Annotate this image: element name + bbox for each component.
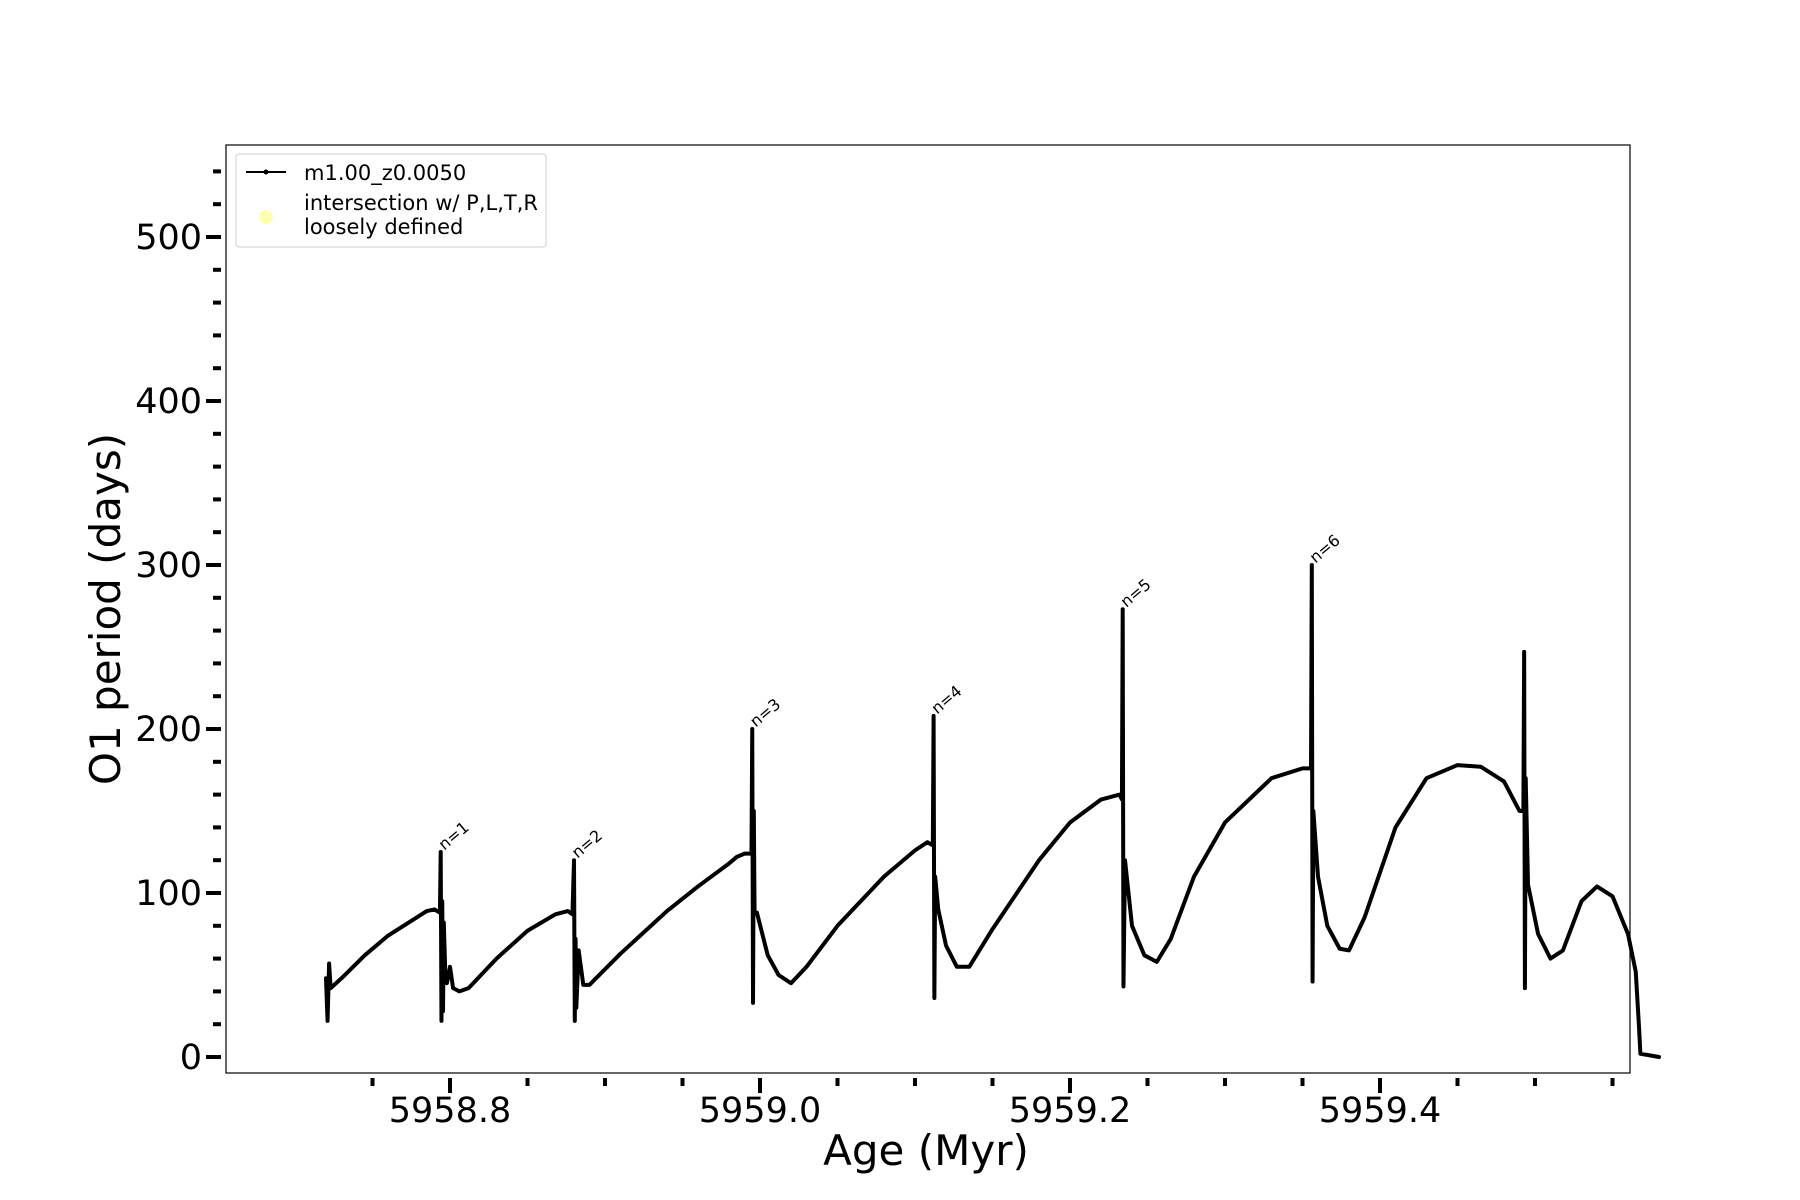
x-major-ticks: 5958.8 5959.0 5959.2 5959.4 xyxy=(389,1078,1441,1131)
y-tick-label: 400 xyxy=(135,382,202,422)
y-tick-label: 500 xyxy=(135,218,202,258)
legend-entry-intersection-line1: intersection w/ P,L,T,R xyxy=(304,191,538,215)
x-tick-label: 5958.8 xyxy=(389,1091,511,1131)
series-layer xyxy=(324,563,1661,1059)
x-minor-ticks xyxy=(370,1078,1615,1086)
y-ticks: 0 100 200 300 400 500 xyxy=(135,169,221,1078)
x-tick-label: 5959.4 xyxy=(1319,1091,1441,1131)
legend-circle-marker xyxy=(259,210,273,224)
y-tick-label: 100 xyxy=(135,874,202,914)
legend-line-dot xyxy=(263,169,269,175)
x-axis-label: Age (Myr) xyxy=(823,1126,1029,1175)
x-tick-label: 5959.2 xyxy=(1009,1091,1131,1131)
y-axis-label: O1 period (days) xyxy=(81,433,130,785)
plot-area xyxy=(225,144,1631,1074)
legend-entry-intersection-line2: loosely defined xyxy=(304,215,463,239)
legend-box xyxy=(235,153,547,248)
y-tick-label: 300 xyxy=(135,546,202,586)
series-line xyxy=(324,563,1661,1059)
y-tick-label: 0 xyxy=(180,1038,202,1078)
y-tick-label: 200 xyxy=(135,710,202,750)
x-tick-label: 5959.0 xyxy=(699,1091,821,1131)
legend-entry-series: m1.00_z0.0050 xyxy=(304,161,466,186)
legend: m1.00_z0.0050 intersection w/ P,L,T,R lo… xyxy=(235,153,547,248)
